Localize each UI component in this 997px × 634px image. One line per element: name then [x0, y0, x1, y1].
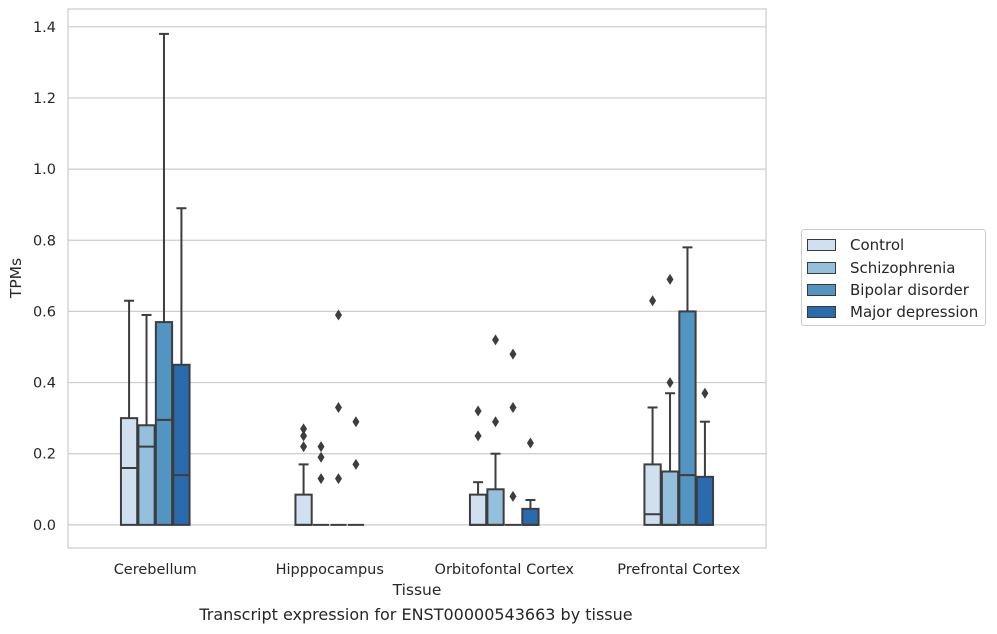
- outlier-point: [701, 387, 709, 399]
- y-tick-label: 1.2: [33, 91, 56, 107]
- outlier-point: [509, 490, 517, 502]
- x-axis-label: Tissue: [392, 581, 442, 599]
- box-2-1: [486, 334, 505, 526]
- legend-swatch-major-depression: [807, 306, 836, 318]
- outlier-point: [334, 309, 342, 321]
- y-tick-label: 0.4: [33, 376, 56, 392]
- y-tick-label: 0.2: [33, 447, 56, 463]
- outlier-point: [492, 416, 500, 428]
- outlier-point: [334, 473, 342, 485]
- outlier-point: [526, 437, 534, 449]
- legend: Control Schizophrenia Bipolar disorder M…: [801, 229, 986, 326]
- box-body: [643, 463, 662, 526]
- legend-swatch-control: [807, 239, 836, 251]
- legend-label-major-depression: Major depression: [850, 303, 979, 321]
- legend-item-bipolar-disorder: Bipolar disorder: [807, 280, 969, 300]
- outlier-point: [666, 273, 674, 285]
- outlier-point: [317, 473, 325, 485]
- outlier-point: [300, 423, 308, 435]
- box-body: [172, 363, 191, 526]
- outlier-point: [666, 377, 674, 389]
- x-axis-ticks: Cerebellum Hipppocampus Orbitofontal Corte…: [114, 562, 741, 578]
- box-3-1: [660, 273, 680, 526]
- box-1-3: [347, 416, 365, 526]
- box-body: [468, 493, 488, 526]
- y-tick-label: 0.6: [33, 304, 56, 320]
- legend-swatch-schizophrenia: [807, 262, 836, 274]
- outlier-point: [509, 401, 517, 413]
- box-body: [678, 310, 697, 526]
- legend-swatch-bipolar-disorder: [807, 284, 836, 296]
- box-0-0: [119, 299, 139, 526]
- legend-item-major-depression: Major depression: [807, 302, 978, 322]
- outlier-point: [509, 348, 517, 360]
- box-body: [695, 475, 715, 526]
- y-tick-label: 0.0: [33, 518, 56, 534]
- outlier-point: [300, 430, 308, 442]
- box-1-0: [294, 423, 313, 526]
- y-tick-label: 1.4: [33, 20, 56, 36]
- plot-frame: [67, 8, 767, 549]
- x-tick-label: Orbitofontal Cortex: [435, 562, 575, 578]
- outlier-point: [317, 451, 325, 463]
- box-1-1: [312, 441, 330, 526]
- box-0-1: [137, 313, 156, 526]
- box-body: [137, 424, 156, 526]
- box-3-2: [678, 246, 697, 526]
- box-body: [660, 470, 680, 526]
- y-tick-label: 1.0: [33, 162, 56, 178]
- box-1-2: [330, 309, 347, 526]
- legend-item-control: Control: [807, 235, 904, 255]
- x-tick-label: Prefrontal Cortex: [617, 562, 740, 578]
- box-body: [119, 417, 139, 526]
- legend-label-bipolar-disorder: Bipolar disorder: [850, 281, 969, 299]
- box-body: [154, 321, 174, 526]
- box-2-2: [504, 348, 522, 526]
- y-axis-label: TPMs: [7, 258, 25, 299]
- y-axis-ticks: 0.0 0.2 0.4 0.6 0.8 1.0 1.2 1.4: [33, 20, 56, 534]
- box-0-3: [172, 207, 191, 526]
- outlier-point: [474, 430, 482, 442]
- box-3-0: [643, 295, 662, 526]
- legend-item-schizophrenia: Schizophrenia: [807, 258, 955, 278]
- chart-caption: Transcript expression for ENST0000054366…: [199, 605, 633, 624]
- outlier-point: [352, 416, 360, 428]
- box-3-3: [695, 387, 715, 526]
- outlier-point: [352, 458, 360, 470]
- box-0-2: [154, 32, 174, 526]
- box-2-3: [521, 437, 540, 526]
- x-tick-label: Cerebellum: [114, 562, 197, 578]
- y-tick-label: 0.8: [33, 233, 56, 249]
- outlier-point: [317, 441, 325, 453]
- legend-label-control: Control: [850, 236, 905, 254]
- box-2-0: [468, 405, 488, 526]
- outlier-point: [334, 401, 342, 413]
- box-body: [486, 488, 505, 526]
- box-body: [521, 507, 540, 526]
- outlier-point: [300, 441, 308, 453]
- outlier-point: [649, 295, 657, 307]
- box-body: [294, 493, 313, 526]
- box-plot-series: [119, 32, 715, 526]
- legend-label-schizophrenia: Schizophrenia: [850, 259, 956, 277]
- outlier-point: [492, 334, 500, 346]
- x-tick-label: Hipppocampus: [276, 562, 384, 578]
- outlier-point: [474, 405, 482, 417]
